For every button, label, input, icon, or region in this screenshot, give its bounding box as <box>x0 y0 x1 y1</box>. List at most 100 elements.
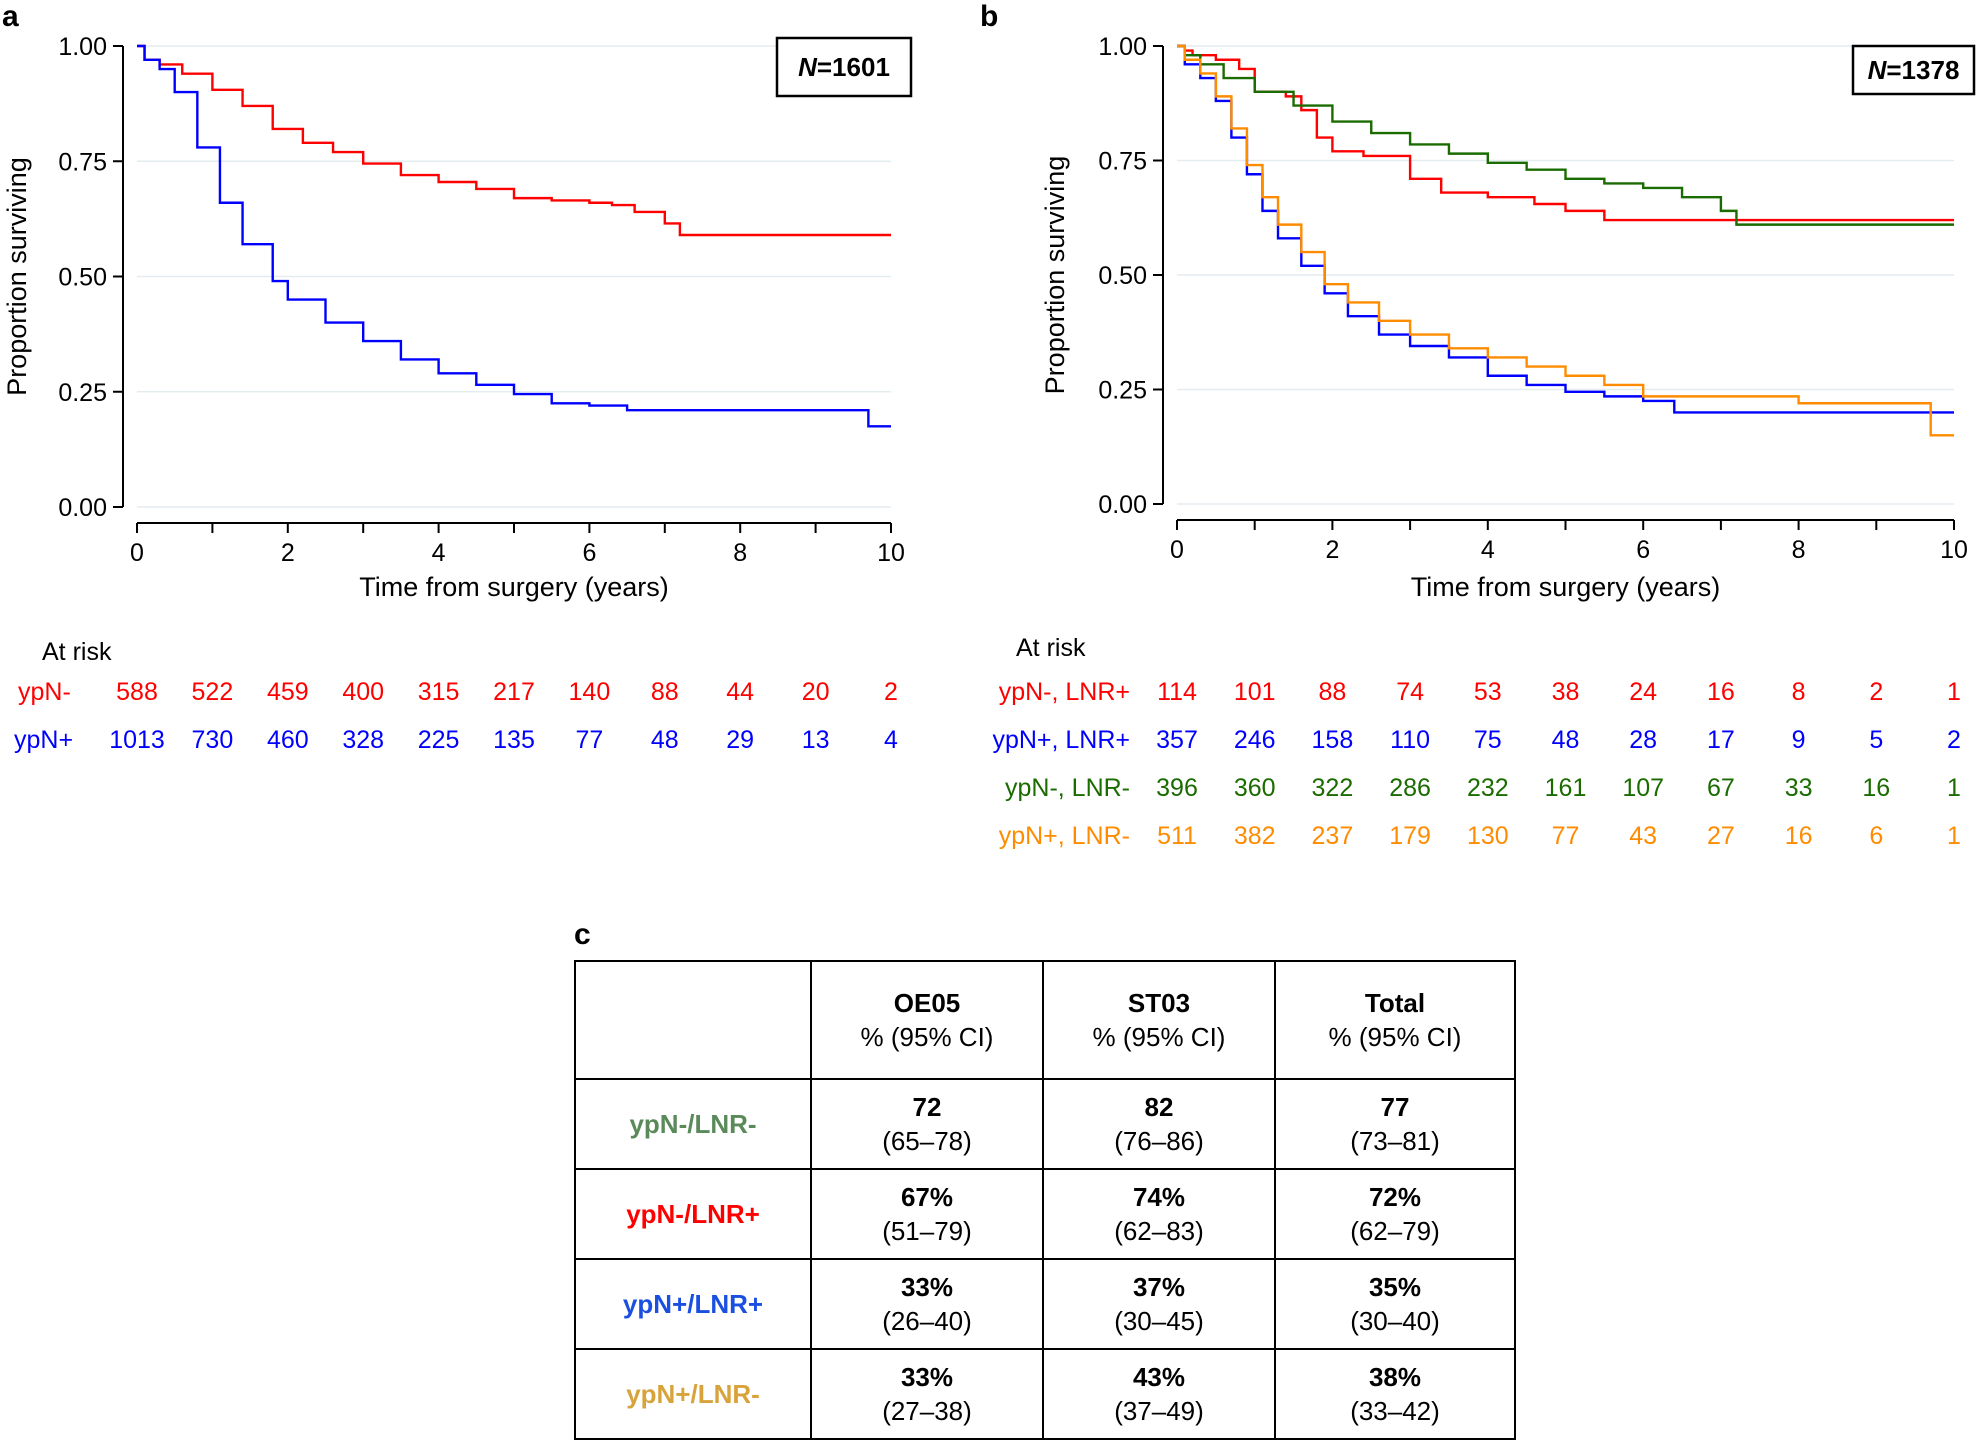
at-risk-count: 24 <box>1629 678 1657 706</box>
table-cell: 33% (27–38) <box>810 1348 1044 1440</box>
cell-value: 72% <box>1368 1182 1422 1212</box>
at-risk-count: 460 <box>267 726 309 754</box>
at-risk-count: 5 <box>1869 726 1883 754</box>
cell-value: 33% <box>900 1362 954 1392</box>
at-risk-row-label: ypN+ <box>14 726 73 754</box>
panel-c-letter: c <box>574 918 591 951</box>
survival-curve-ypn- <box>137 44 891 237</box>
at-risk-count: 9 <box>1792 726 1806 754</box>
at-risk-count: 75 <box>1474 726 1502 754</box>
row-label: ypN-/LNR- <box>574 1078 812 1170</box>
at-risk-count: 44 <box>726 678 754 706</box>
at-risk-count: 4 <box>884 726 898 754</box>
table-header-total: Total % (95% CI) <box>1274 960 1516 1080</box>
at-risk-count: 33 <box>1785 774 1813 802</box>
cell-ci: (27–38) <box>882 1396 972 1426</box>
cell-value: 82 <box>1144 1092 1174 1122</box>
at-risk-count: 16 <box>1785 822 1813 850</box>
x-tick-label: 10 <box>877 539 905 567</box>
table-cell: 74% (62–83) <box>1042 1168 1276 1260</box>
cell-value: 33% <box>900 1272 954 1302</box>
cell-ci: (30–45) <box>1114 1306 1204 1336</box>
at-risk-count: 48 <box>1552 726 1580 754</box>
at-risk-count: 130 <box>1467 822 1509 850</box>
at-risk-title: At risk <box>42 638 112 666</box>
at-risk-count: 522 <box>192 678 234 706</box>
y-tick-label: 0.25 <box>58 379 107 407</box>
n-box <box>775 36 913 98</box>
cell-ci: (33–42) <box>1350 1396 1440 1426</box>
n-value: =1601 <box>817 52 890 82</box>
at-risk-count: 67 <box>1707 774 1735 802</box>
table-cell: 77 (73–81) <box>1274 1078 1516 1170</box>
header-name: ST03 <box>1127 988 1191 1018</box>
at-risk-count: 16 <box>1707 678 1735 706</box>
n-box <box>1851 44 1976 96</box>
at-risk-count: 588 <box>116 678 158 706</box>
at-risk-count: 225 <box>418 726 460 754</box>
at-risk-count: 107 <box>1622 774 1664 802</box>
y-tick-label: 0.75 <box>1098 148 1147 176</box>
cell-value: 37% <box>1132 1272 1186 1302</box>
y-tick-label: 0.00 <box>1098 491 1147 519</box>
cell-value: 35% <box>1368 1272 1422 1302</box>
at-risk-count: 158 <box>1312 726 1354 754</box>
at-risk-row-label: ypN+, LNR- <box>999 822 1130 850</box>
at-risk-count: 511 <box>1157 822 1197 850</box>
at-risk-count: 2 <box>884 678 898 706</box>
at-risk-title: At risk <box>1016 634 1086 662</box>
at-risk-count: 110 <box>1390 726 1430 754</box>
cell-value: 38% <box>1368 1362 1422 1392</box>
at-risk-count: 217 <box>493 678 535 706</box>
x-tick-label: 8 <box>1792 536 1806 564</box>
at-risk-count: 8 <box>1792 678 1806 706</box>
table-cell: 72% (62–79) <box>1274 1168 1516 1260</box>
n-symbol: N <box>798 52 818 82</box>
at-risk-count: 135 <box>493 726 535 754</box>
cell-ci: (30–40) <box>1350 1306 1440 1336</box>
y-tick-label: 0.00 <box>58 494 107 522</box>
at-risk-count: 315 <box>418 678 460 706</box>
header-name: Total <box>1364 988 1426 1018</box>
at-risk-count: 43 <box>1629 822 1657 850</box>
table-row: ypN-/LNR+ 67% (51–79) 74% (62–83) 72% (62–7… <box>574 1168 1516 1260</box>
table-header-oe05: OE05 % (95% CI) <box>810 960 1044 1080</box>
at-risk-count: 237 <box>1312 822 1354 850</box>
x-tick-label: 10 <box>1940 536 1968 564</box>
at-risk-row-label: ypN-, LNR+ <box>999 678 1130 706</box>
at-risk-count: 357 <box>1156 726 1198 754</box>
at-risk-count: 88 <box>1318 678 1346 706</box>
panel-b-letter: b <box>980 0 999 33</box>
at-risk-count: 16 <box>1862 774 1890 802</box>
x-tick-label: 4 <box>1481 536 1495 564</box>
y-tick-label: 0.50 <box>1098 262 1147 290</box>
table-header-row: OE05 % (95% CI) ST03 % (95% CI) Total % … <box>574 960 1516 1080</box>
n-label: N=1601 <box>798 52 890 82</box>
row-label: ypN+/LNR- <box>574 1348 812 1440</box>
cell-value: 74% <box>1132 1182 1186 1212</box>
at-risk-count: 29 <box>726 726 754 754</box>
table-cell: 72 (65–78) <box>810 1078 1044 1170</box>
table-cell: 33% (26–40) <box>810 1258 1044 1350</box>
header-sub: % (95% CI) <box>1092 1022 1226 1052</box>
survival-curve-ypn- <box>137 44 891 428</box>
at-risk-count: 232 <box>1467 774 1509 802</box>
table-corner-cell <box>574 960 812 1080</box>
row-label: ypN+/LNR+ <box>574 1258 812 1350</box>
y-tick-label: 0.50 <box>58 264 107 292</box>
x-tick-label: 0 <box>130 539 144 567</box>
at-risk-count: 730 <box>192 726 234 754</box>
at-risk-count: 6 <box>1869 822 1883 850</box>
at-risk-count: 48 <box>651 726 679 754</box>
y-tick-label: 1.00 <box>58 33 107 61</box>
at-risk-count: 88 <box>651 678 679 706</box>
cell-ci: (51–79) <box>882 1216 972 1246</box>
at-risk-count: 101 <box>1234 678 1276 706</box>
y-tick-label: 0.75 <box>58 148 107 176</box>
header-name: OE05 <box>893 988 961 1018</box>
cell-ci: (62–79) <box>1350 1216 1440 1246</box>
at-risk-count: 1 <box>1947 678 1961 706</box>
cell-ci: (73–81) <box>1350 1126 1440 1156</box>
survival-curve-ypn-lnr- <box>1177 44 1954 437</box>
